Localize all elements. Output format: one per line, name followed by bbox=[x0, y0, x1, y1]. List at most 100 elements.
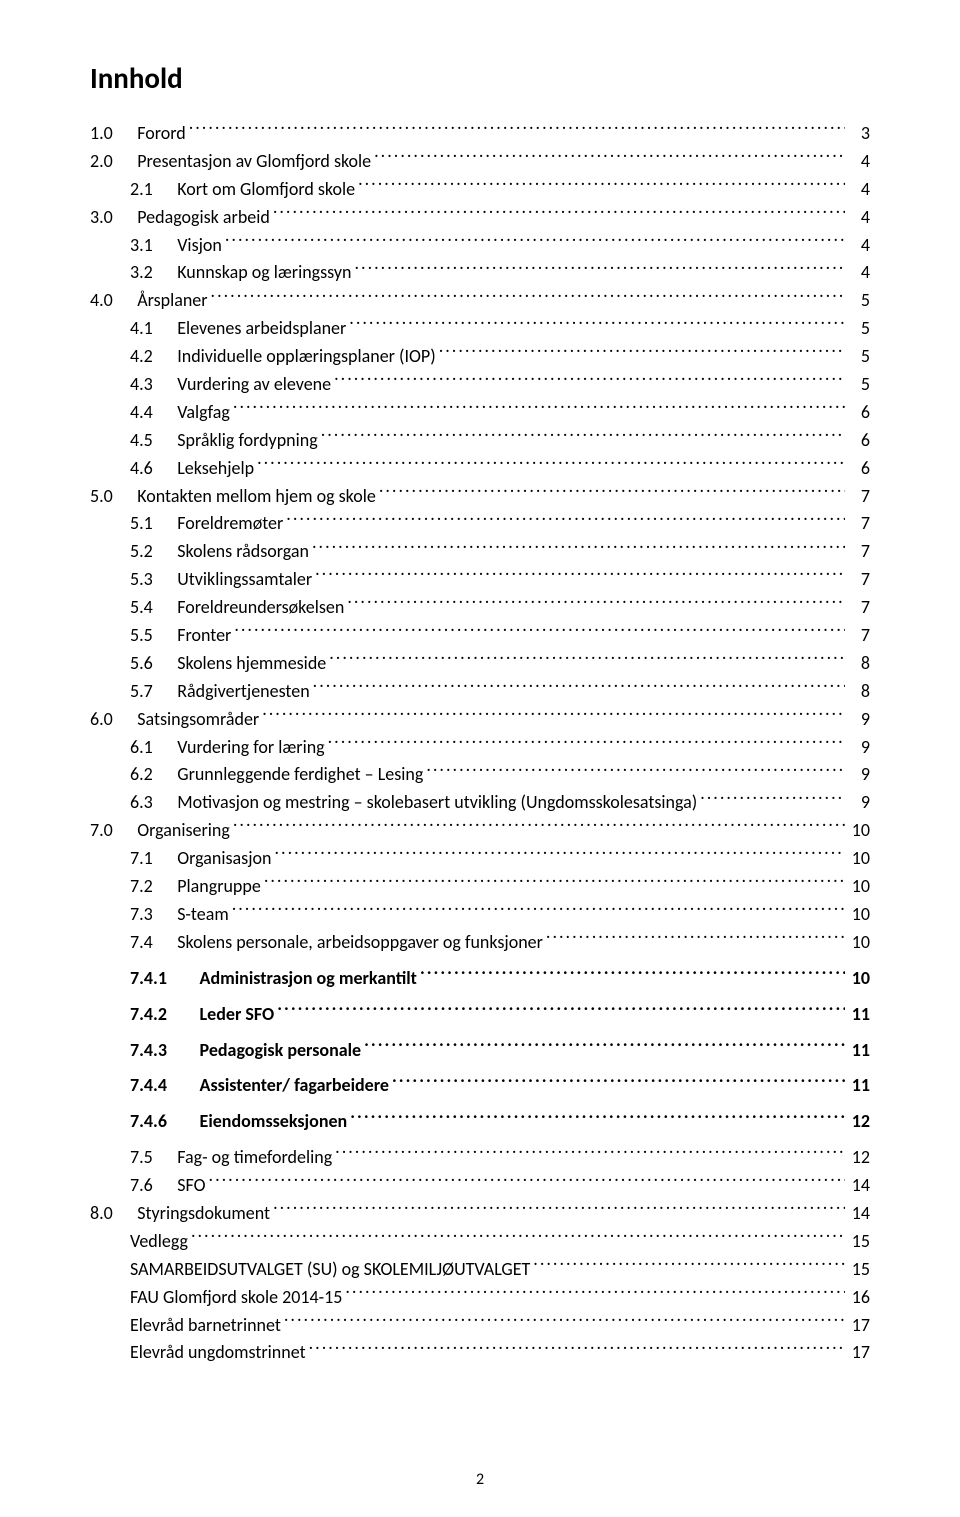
toc-row[interactable]: 6.3 Motivasjon og mestring – skolebasert… bbox=[90, 789, 870, 817]
toc-row[interactable]: 4.1 Elevenes arbeidsplaner5 bbox=[90, 315, 870, 343]
toc-row[interactable]: Elevråd ungdomstrinnet17 bbox=[90, 1339, 870, 1367]
toc-row[interactable]: 4.0 Årsplaner5 bbox=[90, 287, 870, 315]
toc-row[interactable]: 3.1 Visjon4 bbox=[90, 232, 870, 260]
toc-row[interactable]: Elevråd barnetrinnet17 bbox=[90, 1312, 870, 1340]
toc-gap bbox=[153, 678, 177, 706]
toc-row[interactable]: 7.2 Plangruppe10 bbox=[90, 873, 870, 901]
toc-page-number: 10 bbox=[848, 901, 870, 929]
toc-label: Pedagogisk personale bbox=[200, 1037, 362, 1065]
toc-number: 7.4.1 bbox=[130, 965, 167, 993]
toc-row[interactable]: 7.4.4 Assistenter/ fagarbeidere11 bbox=[90, 1072, 870, 1100]
toc-page-number: 10 bbox=[848, 873, 870, 901]
toc-page-number: 11 bbox=[848, 1001, 870, 1029]
toc-page-number: 3 bbox=[848, 120, 870, 148]
toc-label: Kort om Glomfjord skole bbox=[177, 176, 355, 204]
toc-row[interactable]: 5.4 Foreldreundersøkelsen7 bbox=[90, 594, 870, 622]
toc-row[interactable]: 4.3 Vurdering av elevene5 bbox=[90, 371, 870, 399]
toc-leader-dots bbox=[209, 1173, 845, 1191]
toc-row[interactable]: 4.4 Valgfag6 bbox=[90, 399, 870, 427]
toc-row[interactable]: 6.1 Vurdering for læring9 bbox=[90, 734, 870, 762]
toc-number: 7.1 bbox=[130, 845, 153, 873]
toc-row[interactable]: 7.4.6 Eiendomsseksjonen12 bbox=[90, 1108, 870, 1136]
toc-page-number: 10 bbox=[848, 817, 870, 845]
toc-label: Rådgivertjenesten bbox=[177, 678, 309, 706]
toc-gap bbox=[153, 1172, 177, 1200]
toc-row[interactable]: 5.6 Skolens hjemmeside8 bbox=[90, 650, 870, 678]
toc-label: Styringsdokument bbox=[137, 1200, 270, 1228]
toc-leader-dots bbox=[355, 260, 846, 278]
toc-page-number: 4 bbox=[848, 176, 870, 204]
toc-row[interactable]: 6.2 Grunnleggende ferdighet – Lesing9 bbox=[90, 761, 870, 789]
toc-row[interactable]: FAU Glomfjord skole 2014-1516 bbox=[90, 1284, 870, 1312]
toc-row[interactable]: 6.0 Satsingsområder9 bbox=[90, 706, 870, 734]
toc-number: 3.1 bbox=[130, 232, 153, 260]
toc-gap bbox=[153, 901, 177, 929]
toc-row[interactable]: 7.0 Organisering10 bbox=[90, 817, 870, 845]
toc-number: 6.2 bbox=[130, 761, 153, 789]
toc-number: 4.6 bbox=[130, 455, 153, 483]
toc-row[interactable]: 4.2 Individuelle opplæringsplaner (IOP)5 bbox=[90, 343, 870, 371]
toc-row[interactable]: 4.6 Leksehjelp6 bbox=[90, 455, 870, 483]
toc-leader-dots bbox=[426, 762, 845, 780]
doc-title: Innhold bbox=[90, 60, 870, 96]
toc-row[interactable]: 7.6 SFO14 bbox=[90, 1172, 870, 1200]
toc-row[interactable]: 2.0 Presentasjon av Glomfjord skole4 bbox=[90, 148, 870, 176]
toc-label: Skolens rådsorgan bbox=[177, 538, 309, 566]
toc-gap bbox=[113, 1200, 137, 1228]
toc-label: Årsplaner bbox=[137, 287, 207, 315]
toc-leader-dots bbox=[349, 316, 845, 334]
toc-row[interactable]: 5.2 Skolens rådsorgan7 bbox=[90, 538, 870, 566]
toc-row[interactable]: SAMARBEIDSUTVALGET (SU) og SKOLEMILJØUTV… bbox=[90, 1256, 870, 1284]
toc-row[interactable]: 7.4.2 Leder SFO11 bbox=[90, 1001, 870, 1029]
toc-row[interactable]: 8.0 Styringsdokument14 bbox=[90, 1200, 870, 1228]
toc-leader-dots bbox=[273, 1201, 845, 1219]
toc-row[interactable]: 7.4.3 Pedagogisk personale11 bbox=[90, 1037, 870, 1065]
toc-row[interactable]: 7.5 Fag- og timefordeling12 bbox=[90, 1144, 870, 1172]
toc-page-number: 9 bbox=[848, 761, 870, 789]
toc-row[interactable]: 3.2 Kunnskap og læringssyn4 bbox=[90, 259, 870, 287]
toc-page-number: 7 bbox=[848, 622, 870, 650]
toc-gap bbox=[153, 734, 177, 762]
toc-row[interactable]: Vedlegg15 bbox=[90, 1228, 870, 1256]
toc-number: 1.0 bbox=[90, 120, 113, 148]
toc-row[interactable]: 7.4.1 Administrasjon og merkantilt10 bbox=[90, 965, 870, 993]
toc-gap bbox=[167, 1108, 200, 1136]
toc-row[interactable]: 5.1 Foreldremøter7 bbox=[90, 510, 870, 538]
table-of-contents: 1.0 Forord32.0 Presentasjon av Glomfjord… bbox=[90, 120, 870, 1367]
toc-leader-dots bbox=[277, 1002, 845, 1020]
toc-label: Foreldremøter bbox=[177, 510, 283, 538]
toc-label: Skolens personale, arbeidsoppgaver og fu… bbox=[177, 929, 543, 957]
toc-row[interactable]: 5.3 Utviklingssamtaler7 bbox=[90, 566, 870, 594]
toc-gap bbox=[167, 965, 200, 993]
toc-page-number: 9 bbox=[848, 789, 870, 817]
toc-row[interactable]: 7.1 Organisasjon10 bbox=[90, 845, 870, 873]
toc-row[interactable]: 3.0 Pedagogisk arbeid4 bbox=[90, 204, 870, 232]
toc-row[interactable]: 5.0 Kontakten mellom hjem og skole7 bbox=[90, 483, 870, 511]
toc-label: SAMARBEIDSUTVALGET (SU) og SKOLEMILJØUTV… bbox=[130, 1256, 530, 1284]
toc-number: 4.0 bbox=[90, 287, 113, 315]
toc-row[interactable]: 5.5 Fronter7 bbox=[90, 622, 870, 650]
toc-label: Språklig fordypning bbox=[177, 427, 317, 455]
toc-label: Vurdering for læring bbox=[177, 734, 324, 762]
toc-page-number: 5 bbox=[848, 315, 870, 343]
toc-label: FAU Glomfjord skole 2014-15 bbox=[130, 1284, 342, 1312]
toc-leader-dots bbox=[211, 288, 845, 306]
toc-row[interactable]: 7.3 S-team10 bbox=[90, 901, 870, 929]
toc-number: 7.4.4 bbox=[130, 1072, 167, 1100]
toc-row[interactable]: 7.4 Skolens personale, arbeidsoppgaver o… bbox=[90, 929, 870, 957]
toc-label: Elevenes arbeidsplaner bbox=[177, 315, 346, 343]
toc-row[interactable]: 1.0 Forord3 bbox=[90, 120, 870, 148]
toc-page-number: 7 bbox=[848, 510, 870, 538]
toc-gap bbox=[153, 510, 177, 538]
toc-number: 8.0 bbox=[90, 1200, 113, 1228]
toc-page-number: 6 bbox=[848, 455, 870, 483]
toc-gap bbox=[153, 873, 177, 901]
page-container: Innhold 1.0 Forord32.0 Presentasjon av G… bbox=[0, 0, 960, 1517]
toc-page-number: 10 bbox=[848, 845, 870, 873]
toc-number: 4.5 bbox=[130, 427, 153, 455]
toc-row[interactable]: 2.1 Kort om Glomfjord skole4 bbox=[90, 176, 870, 204]
toc-row[interactable]: 4.5 Språklig fordypning6 bbox=[90, 427, 870, 455]
toc-page-number: 12 bbox=[848, 1144, 870, 1172]
toc-row[interactable]: 5.7 Rådgivertjenesten8 bbox=[90, 678, 870, 706]
toc-label: Individuelle opplæringsplaner (IOP) bbox=[177, 343, 435, 371]
